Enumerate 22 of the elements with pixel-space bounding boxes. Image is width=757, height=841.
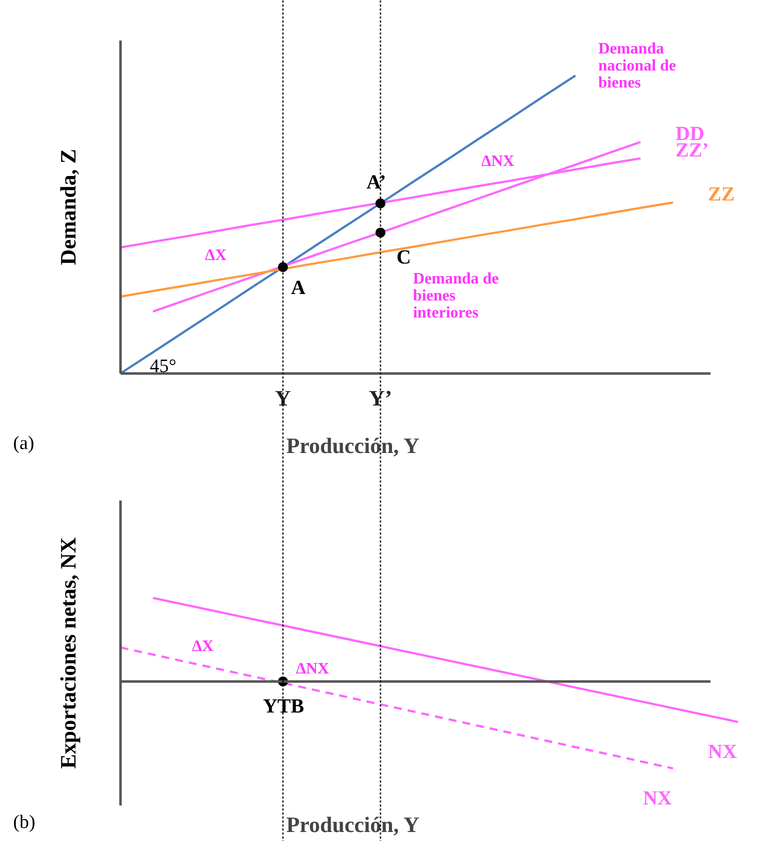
annotation: C — [396, 246, 411, 269]
y-axis-title: Exportaciones netas, NX — [56, 537, 80, 769]
annotation: ΔNX — [481, 153, 515, 170]
annotation: ΔX — [204, 246, 227, 264]
series-label: NX — [642, 787, 672, 810]
series-label: ZZ’ — [675, 139, 709, 162]
x-axis-title: Producción, Y — [286, 433, 420, 458]
series-label: NX — [708, 740, 738, 763]
annotation: Demanda nacional de bienes — [598, 40, 676, 92]
annotation: Demanda de bienes interiores — [412, 270, 499, 322]
x-tick-label: Y’ — [368, 386, 392, 411]
annotation: A’ — [366, 171, 386, 194]
series-label: ZZ — [708, 183, 735, 206]
y-axis-title: Demanda, Z — [56, 148, 80, 266]
annotation: ΔNX — [296, 660, 330, 678]
annotation: YTB — [262, 695, 304, 718]
annotation: A — [290, 277, 306, 300]
annotation: 45° — [150, 356, 176, 378]
annotation: ΔX — [192, 638, 214, 655]
text: (b) — [13, 812, 36, 833]
text: (a) — [13, 433, 34, 454]
x-axis-title: Producción, Y — [286, 812, 420, 837]
